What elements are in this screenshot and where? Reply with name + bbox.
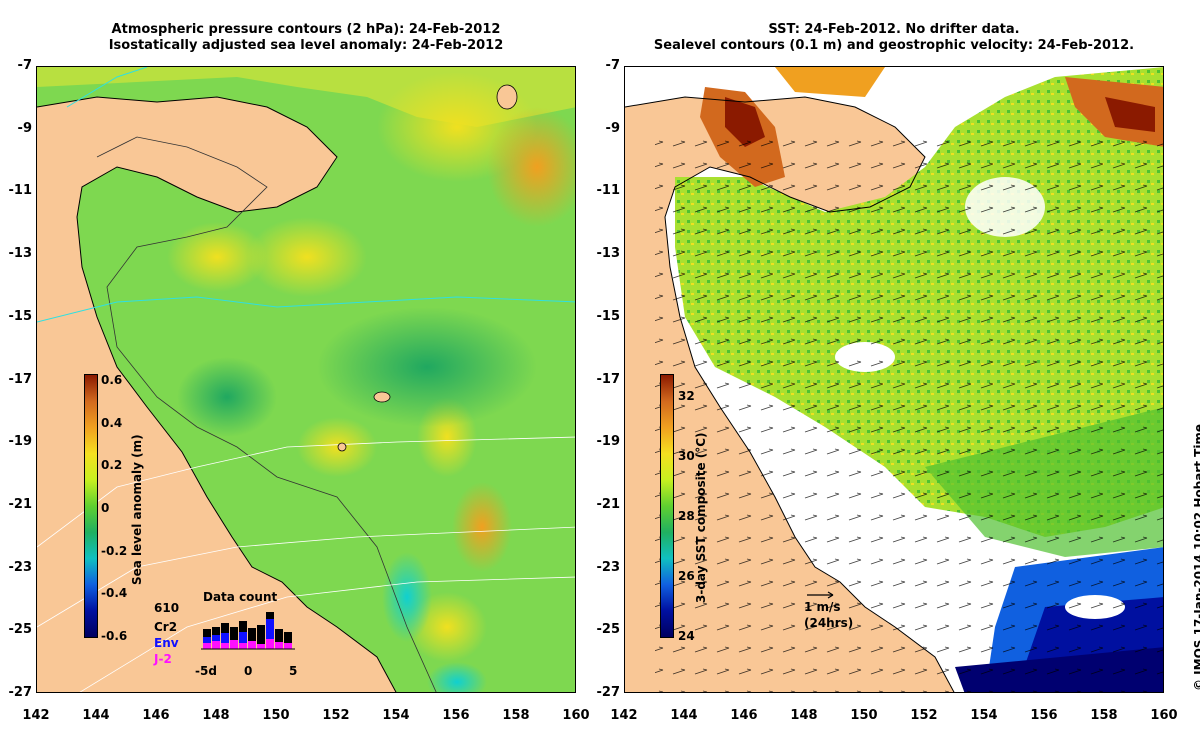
sst-map (624, 66, 1164, 693)
sea-level-anomaly-map (36, 66, 576, 693)
lon-tick-label: 156 (442, 708, 470, 723)
data-count-j2: J-2 (154, 652, 172, 666)
lat-tick-label: -9 (17, 120, 32, 136)
velocity-scale-sublabel: (24hrs) (804, 616, 854, 630)
lat-tick-label: -11 (8, 183, 33, 199)
lon-tick-label: 150 (262, 708, 290, 723)
lon-tick-label: 146 (142, 708, 170, 723)
lat-tick-label: -19 (8, 434, 33, 450)
right-title-line2: Sealevel contours (0.1 m) and geostrophi… (653, 38, 1135, 53)
colorbar-tick-label: 32 (678, 389, 695, 403)
data-count-env: Env (154, 636, 179, 650)
right-panel-title: SST: 24-Feb-2012. No drifter data. Seale… (624, 22, 1164, 54)
data-count-axis-minus5: -5d (195, 664, 217, 678)
lat-tick-label: -19 (596, 434, 621, 450)
lon-tick-label: 148 (202, 708, 230, 723)
lon-tick-label: 152 (322, 708, 350, 723)
lat-tick-label: -13 (596, 246, 621, 262)
sea-level-colorbar (84, 374, 98, 638)
colorbar-tick-label: -0.4 (101, 586, 128, 601)
sst-colorbar-title: 3-day SST composite (°C) (694, 432, 708, 603)
lat-tick-label: -7 (17, 58, 32, 73)
lat-tick-label: -17 (8, 371, 33, 387)
lat-tick-label: -21 (8, 496, 33, 512)
lon-tick-label: 148 (790, 708, 818, 723)
lat-tick-label: -7 (605, 58, 620, 73)
lat-tick-label: -23 (596, 559, 621, 575)
lat-tick-label: -25 (596, 622, 621, 638)
lat-tick-label: -27 (8, 685, 33, 700)
lon-tick-label: 154 (382, 708, 410, 723)
colorbar-tick-label: 0.2 (101, 458, 123, 473)
lat-tick-label: -21 (596, 496, 621, 512)
lat-tick-label: -15 (596, 308, 621, 324)
colorbar-tick-label: -0.6 (101, 629, 128, 643)
lat-tick-label: -17 (596, 371, 621, 387)
lat-tick-label: -27 (596, 685, 621, 700)
lon-tick-label: 144 (670, 708, 698, 723)
lon-tick-label: 142 (22, 708, 50, 723)
data-count-title: Data count (203, 590, 278, 604)
lon-tick-label: 144 (82, 708, 110, 723)
velocity-scale-arrow (807, 591, 834, 599)
sea-level-colorbar-title: Sea level anomaly (m) (130, 434, 144, 585)
sst-colorbar (660, 374, 674, 638)
data-count-bars (201, 612, 295, 650)
imos-credit: © IMOS 17-Jan-2014 10:02 Hobart Time (1192, 423, 1200, 691)
data-count-axis-0: 0 (244, 664, 253, 678)
right-title-line1: SST: 24-Feb-2012. No drifter data. (768, 22, 1020, 37)
left-title-line2: Isostatically adjusted sea level anomaly… (108, 38, 504, 53)
colorbar-tick-label: 30 (678, 449, 695, 463)
colorbar-tick-label: 28 (678, 509, 695, 523)
colorbar-tick-label: 26 (678, 569, 695, 583)
lat-tick-label: -25 (8, 622, 33, 638)
lon-tick-label: 156 (1030, 708, 1058, 723)
lon-tick-label: 160 (562, 708, 590, 723)
colorbar-tick-label: 0.6 (101, 373, 123, 387)
velocity-scale-label: 1 m/s (804, 600, 841, 614)
lon-tick-label: 142 (610, 708, 638, 723)
lon-tick-label: 158 (502, 708, 530, 723)
lon-tick-label: 160 (1150, 708, 1178, 723)
lon-tick-label: 158 (1090, 708, 1118, 723)
colorbar-tick-label: 0.4 (101, 415, 123, 430)
colorbar-tick-label: 0 (101, 501, 110, 515)
data-count-max: 610 (154, 601, 180, 615)
left-panel-title: Atmospheric pressure contours (2 hPa): 2… (36, 22, 576, 54)
lat-tick-label: -9 (605, 120, 620, 136)
data-count-axis-5: 5 (289, 664, 298, 678)
lon-tick-label: 154 (970, 708, 998, 723)
lat-tick-label: -23 (8, 559, 33, 575)
lat-tick-label: -13 (8, 246, 33, 262)
lat-tick-label: -11 (596, 183, 621, 199)
sea-level-map-graphic (37, 67, 575, 692)
lon-tick-label: 152 (910, 708, 938, 723)
sst-map-graphic (625, 67, 1163, 692)
lon-tick-label: 146 (730, 708, 758, 723)
colorbar-tick-label: 24 (678, 629, 695, 643)
left-title-line1: Atmospheric pressure contours (2 hPa): 2… (111, 22, 501, 37)
colorbar-tick-label: -0.2 (101, 543, 128, 558)
lon-tick-label: 150 (850, 708, 878, 723)
lat-tick-label: -15 (8, 308, 33, 324)
data-count-cr2: Cr2 (154, 620, 178, 634)
